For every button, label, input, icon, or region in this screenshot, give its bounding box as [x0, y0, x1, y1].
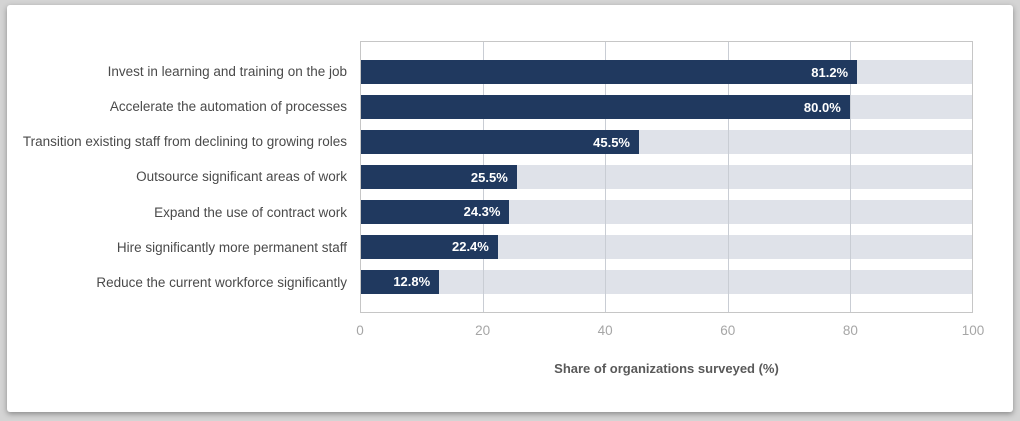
bar-value-label: 80.0% [803, 99, 841, 115]
category-label: Accelerate the automation of processes [109, 99, 347, 115]
category-label: Reduce the current workforce significant… [96, 274, 347, 290]
x-tick-label: 20 [475, 323, 491, 338]
bar: 12.8% [361, 269, 440, 294]
bar-value-label: 81.2% [811, 64, 849, 80]
bar-chart: Invest in learning and training on the j… [7, 5, 1013, 376]
bar-row: 12.8% [361, 264, 972, 299]
x-tick-label: 60 [720, 323, 736, 338]
x-tick-label: 0 [356, 323, 364, 338]
bar-value-label: 24.3% [463, 204, 501, 220]
bar-track: 45.5% [361, 130, 972, 155]
bar: 24.3% [361, 199, 510, 224]
x-axis-title: Share of organizations surveyed (%) [554, 361, 779, 376]
bar-track: 80.0% [361, 95, 972, 120]
bar-track: 12.8% [361, 269, 972, 294]
category-label: Transition existing staff from declining… [22, 134, 347, 150]
bar-value-label: 25.5% [470, 169, 508, 185]
bar: 25.5% [361, 165, 517, 189]
bar-track: 81.2% [361, 60, 972, 85]
bar: 22.4% [361, 234, 498, 259]
x-tick-label: 80 [842, 323, 858, 338]
bar-row: 45.5% [361, 125, 972, 160]
bar: 45.5% [361, 130, 639, 155]
category-label: Expand the use of contract work [154, 204, 347, 220]
bar-row: 81.2% [361, 55, 972, 90]
plot-column: 81.2% 80.0% 45.5% 25.5% 24.3% 22.4% 12.8% 0 20 4… [356, 41, 984, 376]
bar-rows: 81.2% 80.0% 45.5% 25.5% 24.3% 22.4% 12.8% [361, 42, 972, 312]
bar-value-label: 45.5% [593, 134, 630, 150]
category-label: Hire significantly more permanent staff [116, 239, 347, 255]
bar-row: 80.0% [361, 90, 972, 125]
bar-value-label: 22.4% [451, 239, 489, 255]
x-tick-label: 40 [597, 323, 613, 338]
x-tick-label: 100 [961, 323, 985, 338]
bar-row: 22.4% [361, 229, 972, 264]
bar: 81.2% [361, 60, 858, 85]
bar-track: 22.4% [361, 234, 972, 259]
bar-value-label: 12.8% [393, 274, 431, 290]
category-label: Outsource significant areas of work [136, 169, 347, 185]
bar-track: 24.3% [361, 199, 972, 224]
plot-area: 81.2% 80.0% 45.5% 25.5% 24.3% 22.4% 12.8% [360, 41, 973, 313]
bar: 80.0% [361, 95, 850, 120]
bar-row: 25.5% [361, 160, 972, 195]
category-labels: Invest in learning and training on the j… [7, 41, 360, 313]
x-axis-ticks: 0 20 40 60 80 100 [356, 323, 984, 343]
bar-track: 25.5% [361, 165, 972, 189]
chart-card: Invest in learning and training on the j… [7, 5, 1013, 412]
category-label: Invest in learning and training on the j… [107, 64, 347, 80]
bar-row: 24.3% [361, 194, 972, 229]
